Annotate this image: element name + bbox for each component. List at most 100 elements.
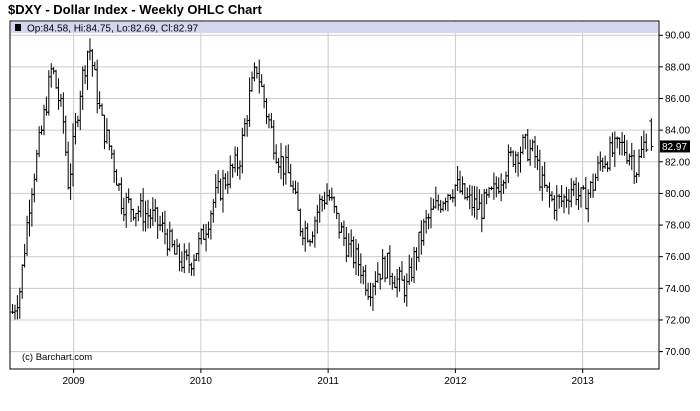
ohlc-bar	[363, 264, 368, 296]
y-tick-label: 74.00	[665, 284, 690, 295]
ohlc-bar	[574, 177, 579, 206]
ohlc-bar	[262, 84, 267, 109]
ohlc-bar	[436, 194, 441, 211]
ohlc-bar	[317, 194, 322, 223]
y-tick-label: 88.00	[665, 62, 690, 73]
ohlc-bar	[44, 96, 49, 116]
ohlc-bar	[56, 78, 61, 110]
ohlc-bar	[501, 179, 506, 194]
ohlc-bar	[250, 71, 255, 92]
ohlc-bar	[390, 272, 395, 290]
ohlc-readout-swatch	[15, 24, 21, 31]
ohlc-bar	[404, 273, 409, 307]
x-axis: 2009 2010 2011 2012 2013	[63, 369, 595, 387]
ohlc-bar	[627, 153, 632, 166]
y-tick-label: 84.00	[665, 126, 690, 137]
ohlc-bar	[63, 115, 68, 156]
ohlc-bar	[605, 161, 610, 173]
ohlc-bar	[564, 186, 569, 208]
ohlc-bar	[288, 163, 293, 187]
ohlc-bar	[266, 113, 271, 129]
ohlc-bar	[80, 66, 85, 110]
ohlc-bar	[90, 48, 95, 77]
ohlc-bar	[518, 146, 523, 173]
ohlc-bar	[629, 143, 634, 171]
ohlc-bar	[600, 157, 605, 173]
ohlc-bar	[320, 195, 325, 212]
x-tick-label: 2013	[572, 376, 595, 387]
ohlc-bar	[138, 193, 143, 218]
y-tick-label: 86.00	[665, 94, 690, 105]
ohlc-bar	[639, 136, 644, 158]
ohlc-bar	[83, 65, 88, 85]
ohlc-bar	[617, 137, 622, 156]
ohlc-bar	[271, 120, 276, 160]
ohlc-bar	[254, 66, 259, 79]
ohlc-bar	[392, 275, 397, 288]
x-tick-label: 2009	[63, 376, 86, 387]
ohlc-bar	[632, 149, 637, 184]
ohlc-bar	[308, 239, 313, 247]
ohlc-bar	[491, 172, 496, 200]
last-price-label: 82.97	[662, 142, 687, 153]
x-tick-label: 2011	[317, 376, 339, 387]
ohlc-bar	[409, 257, 414, 282]
ohlc-bar	[414, 247, 419, 271]
ohlc-bar	[223, 173, 228, 190]
ohlc-bar	[300, 228, 305, 246]
ohlc-bar	[37, 126, 42, 158]
ohlc-bar	[145, 199, 150, 229]
ohlc-bar	[54, 69, 59, 89]
ohlc-bar	[133, 212, 138, 227]
ohlc-bar	[375, 262, 380, 283]
ohlc-bar	[276, 158, 281, 174]
ohlc-bar	[191, 254, 196, 277]
ohlc-bar	[240, 127, 245, 174]
ohlc-bar	[450, 189, 455, 203]
plot-frame	[9, 20, 660, 370]
ohlc-bar	[136, 205, 141, 222]
ohlc-bar	[472, 186, 477, 218]
ohlc-bar	[588, 181, 593, 198]
ohlc-bar	[274, 144, 279, 164]
ohlc-bar	[17, 287, 22, 319]
ohlc-bar	[516, 151, 521, 177]
ohlc-bar	[455, 166, 460, 192]
ohlc-bar	[637, 149, 642, 178]
ohlc-bar	[569, 178, 574, 208]
ohlc-bar	[12, 304, 17, 320]
y-tick-label: 78.00	[665, 221, 690, 232]
ohlc-bar	[245, 115, 250, 137]
ohlc-bar	[525, 128, 530, 162]
ohlc-bar	[66, 141, 71, 190]
ohlc-bar	[206, 221, 211, 239]
y-tick-label: 70.00	[665, 347, 690, 358]
ohlc-bar	[167, 221, 172, 252]
y-tick-label: 82.00	[665, 157, 690, 168]
ohlc-readout: Op:84.58, Hi:84.75, Lo:82.69, Cl:82.97	[27, 24, 199, 35]
ohlc-bar	[95, 59, 100, 114]
ohlc-bar	[107, 129, 112, 151]
ohlc-bar	[109, 145, 114, 159]
ohlc-bar	[322, 191, 327, 210]
ohlc-bar	[462, 182, 467, 200]
ohlc-bar	[494, 176, 499, 198]
ohlc-bar	[549, 191, 554, 202]
ohlc-bar	[143, 200, 148, 232]
ohlc-bar	[112, 149, 117, 183]
ohlc-bar	[460, 176, 465, 195]
ohlc-bar	[445, 193, 450, 212]
last-price-badge-bg	[660, 140, 690, 153]
ohlc-bar	[153, 199, 158, 223]
ohlc-bar	[368, 282, 373, 307]
ohlc-bar	[366, 282, 371, 301]
ohlc-bar	[361, 266, 366, 285]
ohlc-bar	[184, 249, 189, 261]
last-price-badge: 82.97	[660, 140, 690, 153]
ohlc-bar	[433, 186, 438, 209]
ohlc-bar	[233, 146, 238, 173]
ohlc-bar	[187, 242, 192, 273]
ohlc-bar	[407, 254, 412, 285]
ohlc-bar	[32, 173, 37, 203]
ohlc-bar	[75, 115, 80, 128]
